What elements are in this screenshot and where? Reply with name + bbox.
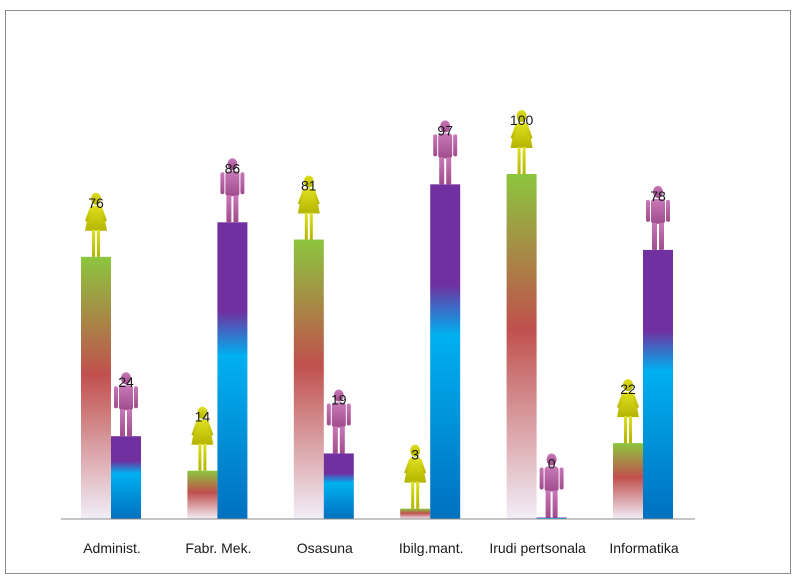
category-label-3: Osasuna bbox=[297, 540, 353, 556]
bar-male-1 bbox=[111, 436, 141, 519]
female-figure-icon bbox=[510, 110, 533, 174]
data-label-female-3: 81 bbox=[301, 178, 317, 194]
category-label-6: Informatika bbox=[609, 540, 678, 556]
category-label-4: Ibilg.mant. bbox=[399, 540, 464, 556]
female-figure-icon bbox=[297, 175, 320, 240]
data-label-male-2: 86 bbox=[225, 160, 241, 176]
data-label-female-6: 22 bbox=[620, 381, 636, 397]
female-figure-icon bbox=[404, 444, 427, 509]
female-figure-icon bbox=[191, 406, 214, 471]
bar-male-5 bbox=[536, 517, 567, 519]
male-figure-icon bbox=[114, 372, 138, 437]
labels-layer: 76 24 Administ. 14 86 Fabr. Mek. 81 19 Osasuna 3 9… bbox=[83, 112, 679, 556]
male-figure-icon bbox=[539, 453, 564, 518]
bar-male-3 bbox=[323, 453, 354, 519]
bar-female-5 bbox=[506, 174, 537, 519]
data-label-male-4: 97 bbox=[437, 122, 453, 138]
bar-female-1 bbox=[81, 256, 111, 519]
data-label-female-2: 14 bbox=[195, 409, 211, 425]
bar-female-4 bbox=[400, 508, 431, 519]
data-label-male-6: 78 bbox=[650, 188, 666, 204]
bar-male-6 bbox=[643, 249, 673, 519]
male-figure-icon bbox=[646, 185, 670, 250]
bar-male-4 bbox=[430, 184, 461, 519]
data-label-female-4: 3 bbox=[411, 447, 419, 463]
category-label-5: Irudi pertsonala bbox=[489, 540, 586, 556]
data-label-male-3: 19 bbox=[331, 391, 347, 407]
bar-female-2 bbox=[187, 470, 218, 519]
category-label-1: Administ. bbox=[83, 540, 141, 556]
male-figure-icon bbox=[220, 158, 245, 223]
category-label-2: Fabr. Mek. bbox=[185, 540, 251, 556]
male-figure-icon bbox=[326, 389, 351, 454]
data-label-female-5: 100 bbox=[510, 112, 534, 128]
bars-layer bbox=[81, 110, 673, 520]
female-figure-icon bbox=[85, 192, 107, 257]
bar-male-2 bbox=[217, 222, 248, 520]
data-label-male-5: 0 bbox=[548, 456, 556, 472]
data-label-female-1: 76 bbox=[88, 195, 104, 211]
male-figure-icon bbox=[433, 120, 458, 185]
bar-female-6 bbox=[613, 443, 643, 519]
female-figure-icon bbox=[617, 379, 639, 444]
bar-female-3 bbox=[293, 239, 324, 520]
data-label-male-1: 24 bbox=[118, 374, 134, 390]
